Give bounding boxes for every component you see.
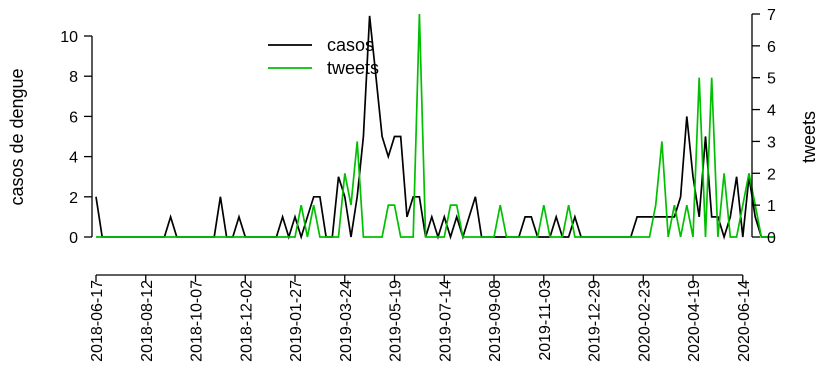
left-axis-tick-label: 2 bbox=[69, 190, 78, 207]
x-axis-tick-label: 2018-06-17 bbox=[89, 280, 106, 362]
legend-label-casos: casos bbox=[327, 35, 374, 55]
x-axis-tick-label: 2020-04-19 bbox=[686, 280, 703, 362]
series-line-tweets bbox=[96, 13, 774, 238]
right-axis-tick-label: 3 bbox=[767, 134, 776, 151]
right-axis-tick-label: 4 bbox=[767, 103, 776, 120]
x-axis-tick-label: 2019-12-29 bbox=[587, 280, 604, 362]
x-axis-tick-label: 2020-06-14 bbox=[736, 280, 753, 362]
right-axis-tick-label: 7 bbox=[767, 7, 776, 24]
series-layer bbox=[95, 13, 774, 240]
x-axis: 2018-06-17 2018-08-12 2018-10-07 2018-12-02… bbox=[89, 274, 753, 362]
right-axis-tick-label: 5 bbox=[767, 71, 776, 88]
series-line-casos bbox=[95, 15, 774, 240]
legend: casos tweets bbox=[268, 35, 379, 78]
right-y-axis: 0 1 2 3 4 5 6 7 bbox=[751, 7, 776, 247]
x-axis-tick-label: 2019-09-08 bbox=[487, 280, 504, 362]
x-axis-tick-label: 2019-07-14 bbox=[437, 280, 454, 362]
left-axis-title: casos de dengue bbox=[7, 68, 27, 205]
x-axis-tick-label: 2019-03-24 bbox=[338, 280, 355, 362]
x-axis-tick-label: 2019-05-19 bbox=[388, 280, 405, 362]
left-axis-tick-label: 0 bbox=[69, 230, 78, 247]
x-axis-tick-label: 2018-12-02 bbox=[238, 280, 255, 362]
right-axis-tick-label: 0 bbox=[767, 230, 776, 247]
x-axis-tick-label: 2018-10-07 bbox=[189, 280, 206, 362]
left-y-axis: 0 2 4 6 8 10 bbox=[60, 29, 93, 247]
left-axis-tick-label: 4 bbox=[69, 150, 78, 167]
x-axis-tick-label: 2019-01-27 bbox=[288, 280, 305, 362]
right-axis-tick-label: 2 bbox=[767, 166, 776, 183]
right-axis-tick-label: 1 bbox=[767, 198, 776, 215]
right-axis-tick-label: 6 bbox=[767, 39, 776, 56]
x-axis-tick-label: 2018-08-12 bbox=[139, 280, 156, 362]
x-axis-tick-label: 2020-02-23 bbox=[636, 280, 653, 362]
right-axis-title: tweets bbox=[799, 111, 819, 163]
x-axis-tick-label: 2019-11-03 bbox=[537, 280, 554, 361]
left-axis-tick-label: 10 bbox=[60, 29, 78, 46]
left-axis-tick-label: 8 bbox=[69, 69, 78, 86]
left-axis-tick-label: 6 bbox=[69, 109, 78, 126]
legend-label-tweets: tweets bbox=[327, 58, 379, 78]
